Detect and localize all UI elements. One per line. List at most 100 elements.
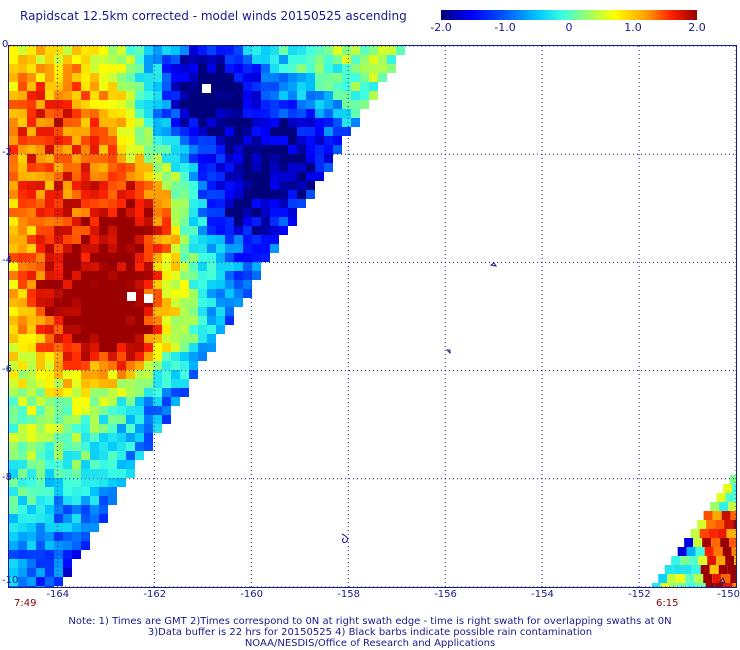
wind-cell <box>27 253 36 262</box>
wind-cell <box>333 127 342 136</box>
wind-cell <box>90 73 99 82</box>
wind-cell <box>126 460 135 469</box>
wind-cell <box>216 316 225 325</box>
wind-cell <box>63 235 72 244</box>
wind-cell <box>243 244 252 253</box>
wind-cell <box>135 226 144 235</box>
wind-cell <box>81 406 90 415</box>
wind-cell <box>9 370 18 379</box>
wind-cell <box>279 226 288 235</box>
wind-cell <box>18 217 27 226</box>
wind-cell <box>72 82 81 91</box>
wind-cell <box>27 487 36 496</box>
wind-cell <box>63 406 72 415</box>
wind-cell <box>180 298 189 307</box>
wind-cell <box>63 208 72 217</box>
wind-cell <box>171 244 180 253</box>
wind-cell <box>72 451 81 460</box>
wind-cell <box>279 73 288 82</box>
wind-cell <box>99 334 108 343</box>
wind-cell <box>144 181 153 190</box>
wind-cell <box>27 127 36 136</box>
wind-cell <box>351 82 360 91</box>
wind-cell <box>216 55 225 64</box>
wind-cell <box>117 55 126 64</box>
wind-cell <box>9 514 18 523</box>
wind-cell <box>135 406 144 415</box>
wind-cell <box>261 217 270 226</box>
wind-cell <box>45 496 54 505</box>
wind-cell <box>225 154 234 163</box>
wind-cell <box>63 289 72 298</box>
wind-cell <box>207 163 216 172</box>
wind-cell <box>270 235 279 244</box>
wind-cell <box>54 406 63 415</box>
wind-cell <box>306 163 315 172</box>
wind-cell <box>180 46 189 55</box>
wind-cell <box>297 190 306 199</box>
wind-cell <box>351 118 360 127</box>
wind-cell <box>723 583 733 587</box>
wind-cell <box>243 73 252 82</box>
wind-cell <box>153 415 162 424</box>
wind-cell <box>297 199 306 208</box>
wind-cell <box>27 118 36 127</box>
wind-cell <box>63 253 72 262</box>
wind-cell <box>135 298 144 307</box>
wind-cell <box>54 118 63 127</box>
wind-cell <box>252 163 261 172</box>
wind-cell <box>99 451 108 460</box>
wind-cell <box>36 46 45 55</box>
wind-cell <box>189 307 198 316</box>
wind-cell <box>135 316 144 325</box>
wind-cell <box>198 217 207 226</box>
wind-cell <box>63 262 72 271</box>
wind-cell <box>117 442 126 451</box>
wind-cell <box>198 145 207 154</box>
wind-cell <box>171 91 180 100</box>
wind-cell <box>324 127 333 136</box>
wind-cell <box>18 307 27 316</box>
wind-cell <box>54 298 63 307</box>
wind-cell <box>63 226 72 235</box>
wind-cell <box>99 370 108 379</box>
wind-cell <box>243 64 252 73</box>
wind-cell <box>180 235 189 244</box>
wind-cell <box>9 559 18 568</box>
wind-cell <box>729 538 736 547</box>
wind-cell <box>270 46 279 55</box>
wind-cell <box>153 244 162 253</box>
wind-cell <box>108 469 117 478</box>
wind-cell <box>279 118 288 127</box>
wind-cell <box>45 388 54 397</box>
wind-cell <box>63 91 72 100</box>
wind-cell <box>90 154 99 163</box>
wind-cell <box>108 406 117 415</box>
wind-cell <box>207 217 216 226</box>
wind-cell <box>9 136 18 145</box>
wind-cell <box>9 316 18 325</box>
wind-cell <box>36 298 45 307</box>
wind-cell <box>27 136 36 145</box>
wind-cell <box>153 82 162 91</box>
wind-cell <box>171 334 180 343</box>
wind-cell <box>360 91 369 100</box>
wind-cell <box>117 415 126 424</box>
wind-cell <box>54 388 63 397</box>
wind-cell <box>234 55 243 64</box>
wind-cell <box>63 307 72 316</box>
wind-cell <box>36 226 45 235</box>
wind-cell <box>63 244 72 253</box>
wind-cell <box>189 253 198 262</box>
wind-cell <box>324 82 333 91</box>
wind-cell <box>162 235 171 244</box>
wind-cell <box>72 433 81 442</box>
wind-cell <box>90 46 99 55</box>
wind-cell <box>45 415 54 424</box>
wind-cell <box>216 280 225 289</box>
wind-cell <box>720 538 730 547</box>
wind-cell <box>207 262 216 271</box>
wind-cell <box>81 163 90 172</box>
wind-cell <box>216 109 225 118</box>
wind-cell <box>171 190 180 199</box>
